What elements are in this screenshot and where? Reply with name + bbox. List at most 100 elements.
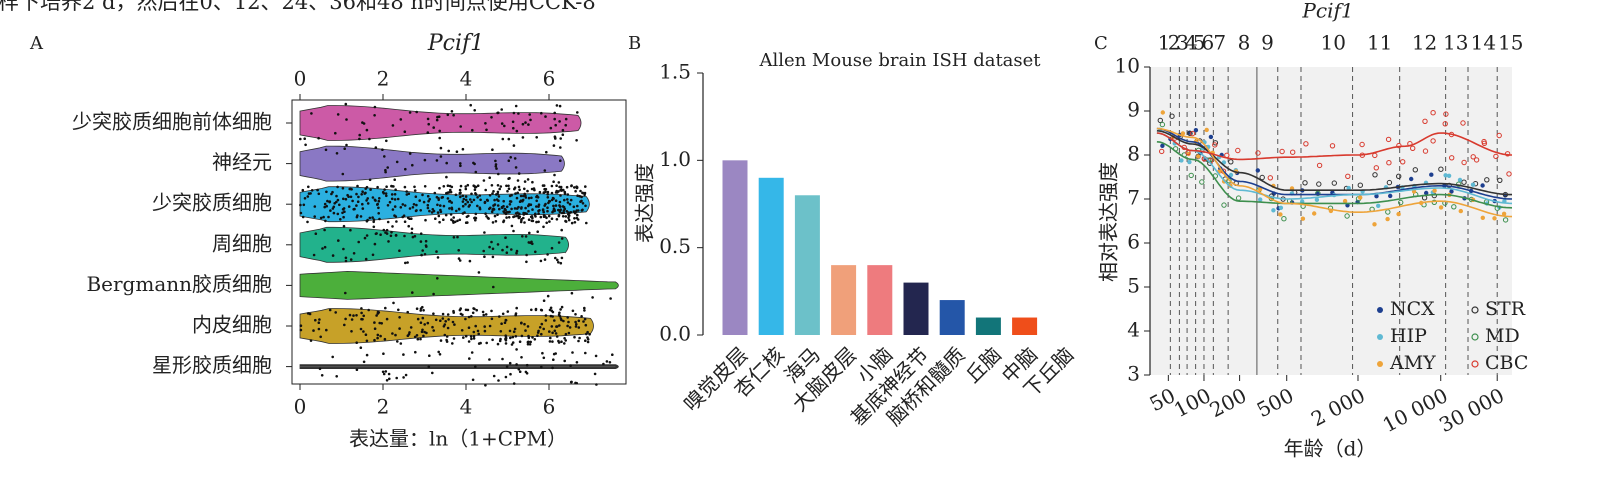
a-point <box>426 321 430 325</box>
b-bar <box>975 317 1001 335</box>
a-point <box>420 330 424 334</box>
a-point <box>423 185 427 188</box>
a-point <box>364 187 368 190</box>
c-point <box>1412 167 1419 173</box>
a-point <box>500 206 504 209</box>
a-point <box>427 365 431 369</box>
a-point <box>559 208 562 211</box>
a-point <box>497 111 500 115</box>
a-point <box>505 251 509 254</box>
a-point <box>446 197 450 200</box>
a-point <box>378 217 381 221</box>
a-point <box>504 375 508 379</box>
c-legend-label: MD <box>1485 325 1520 347</box>
a-point <box>407 224 411 228</box>
a-point <box>431 208 435 211</box>
a-point <box>564 123 567 127</box>
a-point <box>579 189 582 193</box>
a-point <box>565 210 569 213</box>
a-point <box>372 225 376 229</box>
a-point <box>504 336 508 339</box>
a-point <box>497 172 500 176</box>
a-point <box>552 144 556 147</box>
a-point <box>446 326 450 330</box>
a-point <box>325 328 328 332</box>
a-point <box>491 338 494 342</box>
a-point <box>359 346 363 350</box>
a-point <box>381 148 384 151</box>
b-bar <box>867 265 893 335</box>
c-point <box>1501 211 1507 216</box>
c-trend-line <box>1156 132 1513 205</box>
a-point <box>526 325 530 328</box>
a-point <box>505 205 509 209</box>
a-point <box>501 312 505 316</box>
a-point <box>576 111 579 114</box>
a-point <box>455 209 458 213</box>
a-point <box>521 199 524 203</box>
a-point <box>559 317 563 320</box>
a-point <box>419 309 423 312</box>
a-point <box>483 231 486 234</box>
a-point <box>422 200 426 204</box>
a-point <box>513 207 517 210</box>
a-point <box>327 215 330 219</box>
a-point <box>444 320 448 323</box>
a-point <box>387 372 391 376</box>
a-point <box>416 317 420 321</box>
a-point <box>540 332 543 336</box>
a-point <box>563 337 566 340</box>
a-point <box>481 310 485 314</box>
a-point <box>461 313 464 317</box>
a-point <box>539 215 543 219</box>
a-point <box>507 137 511 141</box>
a-point <box>342 247 345 251</box>
a-point <box>542 225 545 229</box>
a-point <box>522 216 525 220</box>
a-point <box>316 188 319 192</box>
a-point <box>588 333 591 336</box>
c-legend-marker <box>1377 361 1383 367</box>
a-point <box>437 214 441 218</box>
a-point <box>423 253 427 256</box>
a-point <box>473 216 477 220</box>
a-point <box>386 166 390 169</box>
a-point <box>421 305 424 309</box>
c-point <box>1376 203 1381 208</box>
a-point <box>312 329 315 332</box>
a-point <box>415 110 419 114</box>
a-point <box>570 184 573 188</box>
a-point <box>531 180 534 184</box>
a-point <box>439 339 443 342</box>
a-point <box>544 115 547 118</box>
a-point <box>463 211 466 214</box>
a-point <box>299 324 303 328</box>
a-point <box>560 340 563 344</box>
a-point <box>458 308 462 312</box>
a-point <box>446 113 450 117</box>
a-point <box>415 203 418 207</box>
a-point <box>551 315 554 318</box>
a-point <box>356 214 359 217</box>
a-point <box>512 382 516 385</box>
a-point <box>423 158 427 162</box>
a-point <box>436 203 439 207</box>
a-point <box>331 355 335 359</box>
a-point <box>457 257 461 260</box>
a-point <box>470 315 473 318</box>
a-point <box>492 204 495 207</box>
a-point <box>344 317 347 321</box>
a-point <box>372 220 376 224</box>
a-point <box>580 209 584 212</box>
a-point <box>549 306 553 310</box>
a-point <box>560 228 563 232</box>
c-point <box>1316 181 1322 187</box>
c-point <box>1502 217 1509 223</box>
c-point <box>1429 172 1434 177</box>
a-point <box>574 381 577 385</box>
c-stage-number: 5 <box>1193 31 1206 55</box>
c-point <box>1396 173 1402 180</box>
a-point <box>540 322 544 326</box>
a-point <box>490 116 493 119</box>
a-point <box>442 185 446 188</box>
